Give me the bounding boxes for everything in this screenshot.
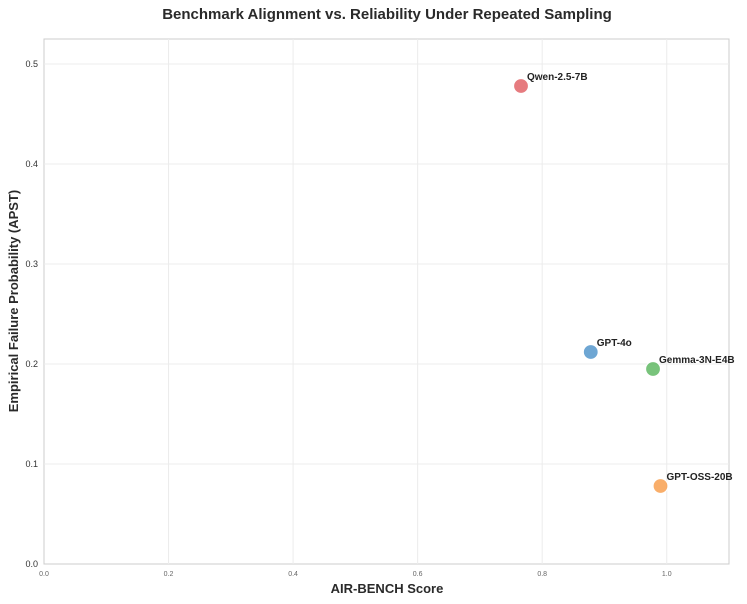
x-tick-label: 0.2 bbox=[164, 571, 174, 578]
point-labels: Qwen-2.5-7B GPT-4o Gemma-3N-E4B GPT-OSS-20B bbox=[527, 72, 735, 483]
x-axis-ticks: 0.0 0.2 0.4 0.6 0.8 1.0 bbox=[39, 571, 672, 578]
x-tick-label: 0.8 bbox=[537, 571, 547, 578]
data-point-label: GPT-4o bbox=[597, 338, 632, 349]
grid bbox=[44, 39, 729, 564]
y-tick-label: 0.1 bbox=[25, 459, 38, 469]
data-point bbox=[644, 360, 662, 378]
y-axis-label: Empirical Failure Probability (APST) bbox=[6, 190, 21, 413]
plot-area bbox=[43, 38, 730, 565]
chart-title: Benchmark Alignment vs. Reliability Unde… bbox=[162, 6, 612, 23]
y-axis-ticks: 0.0 0.1 0.2 0.3 0.4 0.5 bbox=[25, 59, 38, 569]
x-tick-label: 1.0 bbox=[662, 571, 672, 578]
y-tick-label: 0.0 bbox=[25, 559, 38, 569]
y-tick-label: 0.5 bbox=[25, 59, 38, 69]
data-points bbox=[512, 77, 669, 495]
data-point bbox=[582, 343, 599, 361]
data-point bbox=[512, 77, 530, 95]
x-axis-label: AIR-BENCH Score bbox=[331, 581, 444, 596]
x-tick-label: 0.0 bbox=[39, 571, 49, 578]
y-tick-label: 0.4 bbox=[25, 159, 38, 169]
data-point-label: Gemma-3N-E4B bbox=[659, 355, 735, 366]
data-point-label: Qwen-2.5-7B bbox=[527, 72, 588, 83]
x-tick-label: 0.6 bbox=[413, 571, 423, 578]
y-tick-label: 0.2 bbox=[25, 359, 38, 369]
data-point bbox=[652, 477, 669, 495]
x-tick-label: 0.4 bbox=[288, 571, 298, 578]
y-tick-label: 0.3 bbox=[25, 259, 38, 269]
data-point-label: GPT-OSS-20B bbox=[667, 472, 733, 483]
